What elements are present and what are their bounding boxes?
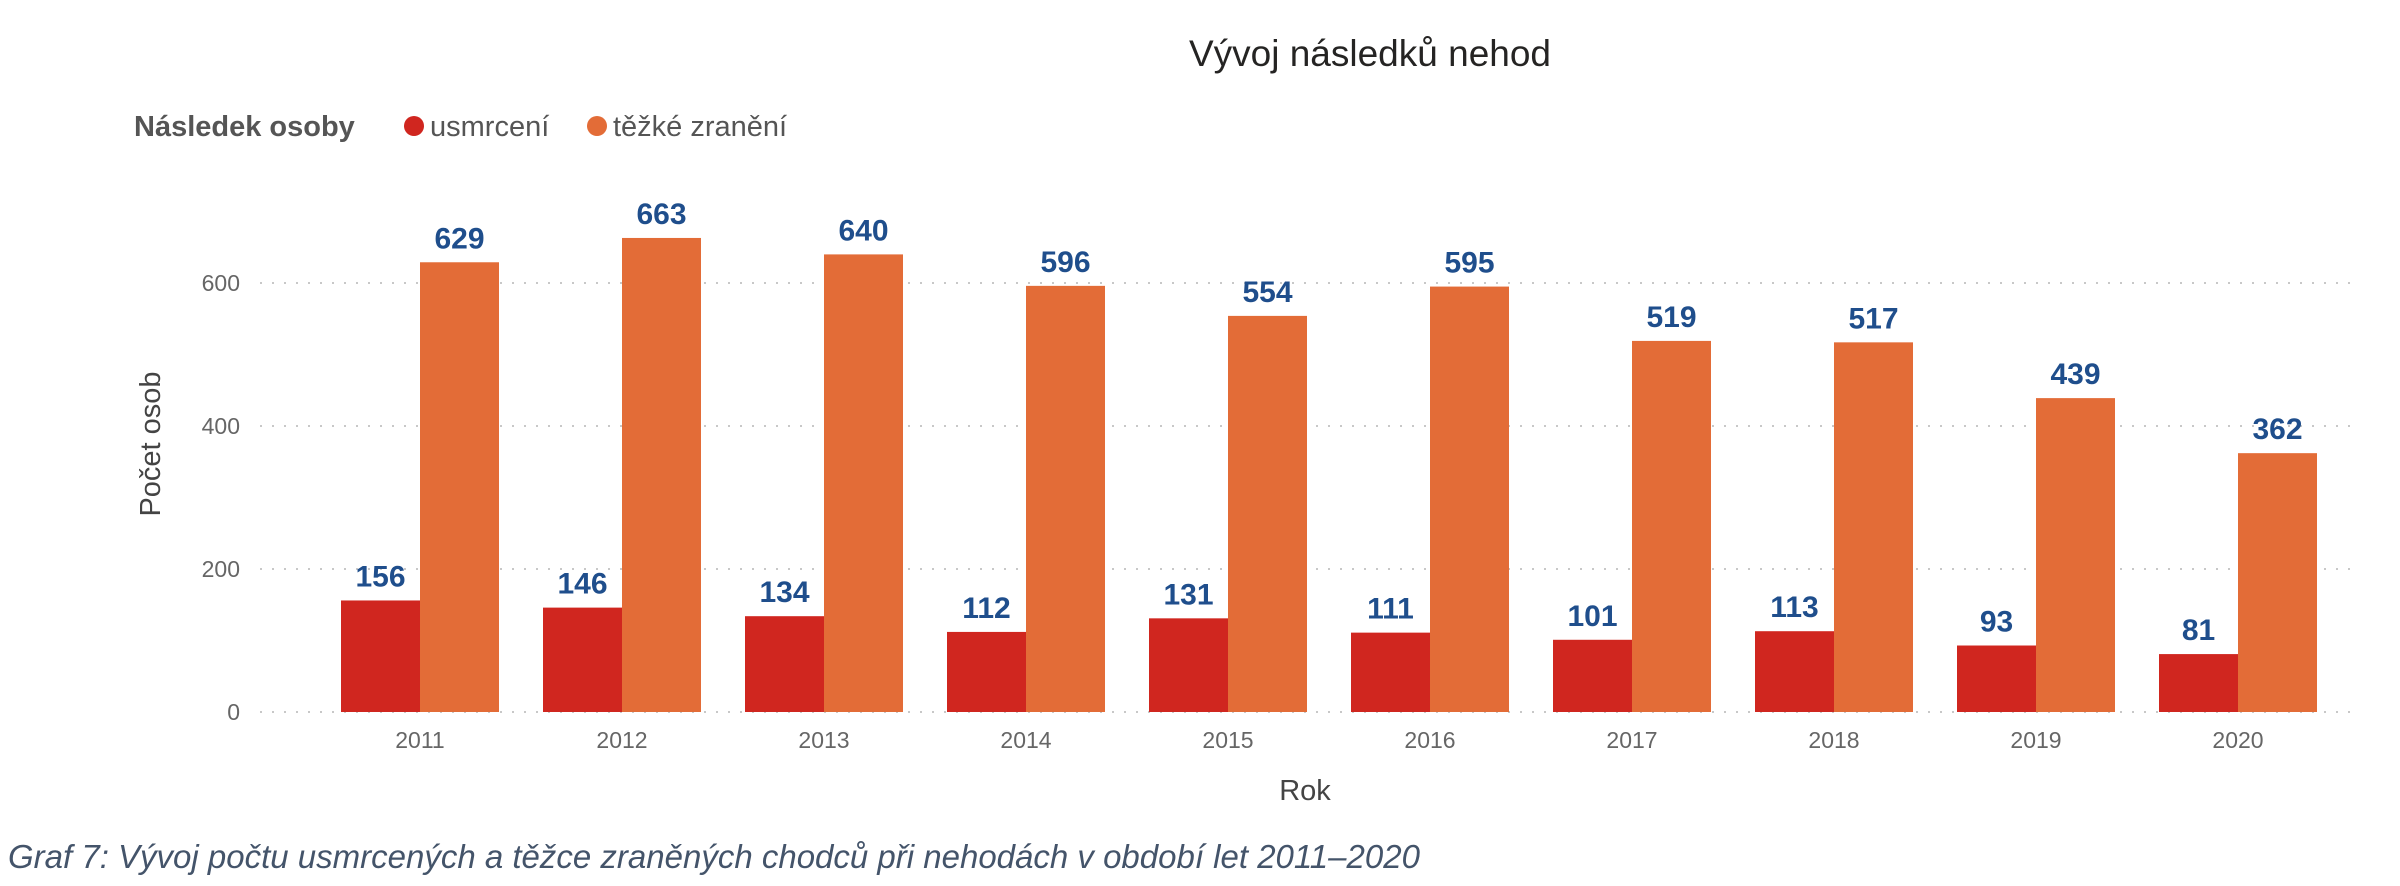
y-tick-label: 200	[202, 556, 240, 582]
legend-marker-usmrceni	[404, 116, 424, 136]
bar-tezke-zraneni-2011[interactable]	[420, 262, 499, 712]
x-tick-label: 2020	[2212, 727, 2263, 753]
bar-usmrceni-2015[interactable]	[1149, 618, 1228, 712]
bar-tezke-zraneni-2016[interactable]	[1430, 286, 1509, 712]
bar-tezke-zraneni-2012[interactable]	[622, 237, 701, 712]
bar-tezke-zraneni-2018[interactable]	[1834, 342, 1913, 712]
bar-usmrceni-2018[interactable]	[1755, 631, 1834, 712]
x-tick-label: 2015	[1202, 727, 1253, 753]
data-label: 112	[962, 592, 1010, 625]
y-axis-ticks: 0 200 400 600	[202, 270, 240, 725]
x-axis-label: Rok	[1279, 775, 1331, 807]
legend-marker-tezke-zraneni	[587, 116, 607, 136]
data-label: 134	[759, 576, 809, 609]
bar-usmrceni-2019[interactable]	[1957, 645, 2036, 712]
data-label: 362	[2252, 413, 2302, 446]
data-label: 146	[557, 568, 607, 601]
bars: 156 629 146 663 134 640 112 596 131 554 111 595 101 5…	[341, 198, 2317, 712]
x-tick-label: 2012	[596, 727, 647, 753]
y-tick-label: 0	[227, 699, 240, 725]
data-label: 629	[434, 222, 484, 255]
legend-label-tezke-zraneni[interactable]: těžké zranění	[613, 111, 787, 143]
bar-tezke-zraneni-2013[interactable]	[824, 254, 903, 712]
x-tick-label: 2018	[1808, 727, 1859, 753]
data-label: 101	[1567, 600, 1617, 633]
data-label: 519	[1646, 301, 1696, 334]
bar-usmrceni-2012[interactable]	[543, 607, 622, 712]
data-label: 111	[1367, 593, 1414, 626]
x-tick-label: 2013	[798, 727, 849, 753]
data-label: 131	[1163, 578, 1213, 611]
y-axis-label: Počet osob	[135, 371, 167, 516]
data-label: 81	[2182, 614, 2215, 647]
data-label: 663	[636, 198, 686, 231]
bar-tezke-zraneni-2015[interactable]	[1228, 315, 1307, 712]
bar-usmrceni-2016[interactable]	[1351, 632, 1430, 712]
chart-title: Vývoj následků nehod	[1189, 33, 1551, 74]
y-tick-label: 400	[202, 413, 240, 439]
legend: Následek osoby usmrcení těžké zranění	[134, 111, 787, 143]
bar-usmrceni-2011[interactable]	[341, 600, 420, 712]
x-tick-label: 2014	[1000, 727, 1051, 753]
bar-tezke-zraneni-2020[interactable]	[2238, 453, 2317, 712]
data-label: 156	[355, 560, 405, 593]
legend-label-usmrceni[interactable]: usmrcení	[430, 111, 549, 143]
bar-usmrceni-2013[interactable]	[745, 616, 824, 712]
bar-tezke-zraneni-2019[interactable]	[2036, 398, 2115, 712]
x-axis-ticks: 2011 2012 2013 2014 2015 2016 2017 2018 2019 2020	[395, 727, 2263, 753]
x-tick-label: 2016	[1404, 727, 1455, 753]
data-label: 439	[2050, 358, 2100, 391]
data-label: 596	[1040, 246, 1090, 279]
bar-tezke-zraneni-2017[interactable]	[1632, 340, 1711, 712]
x-tick-label: 2017	[1606, 727, 1657, 753]
bar-usmrceni-2017[interactable]	[1553, 639, 1632, 712]
data-label: 640	[838, 214, 888, 247]
data-label: 554	[1242, 276, 1292, 309]
data-label: 93	[1980, 606, 2013, 639]
bar-usmrceni-2014[interactable]	[947, 631, 1026, 712]
data-label: 113	[1770, 591, 1818, 624]
legend-title: Následek osoby	[134, 111, 355, 143]
bar-usmrceni-2020[interactable]	[2159, 654, 2238, 712]
data-label: 517	[1848, 302, 1898, 335]
bar-tezke-zraneni-2014[interactable]	[1026, 285, 1105, 712]
x-tick-label: 2011	[395, 727, 444, 753]
x-tick-label: 2019	[2010, 727, 2061, 753]
y-tick-label: 600	[202, 270, 240, 296]
data-label: 595	[1444, 247, 1494, 280]
figure-caption: Graf 7: Vývoj počtu usmrcených a těžce z…	[8, 838, 1421, 875]
